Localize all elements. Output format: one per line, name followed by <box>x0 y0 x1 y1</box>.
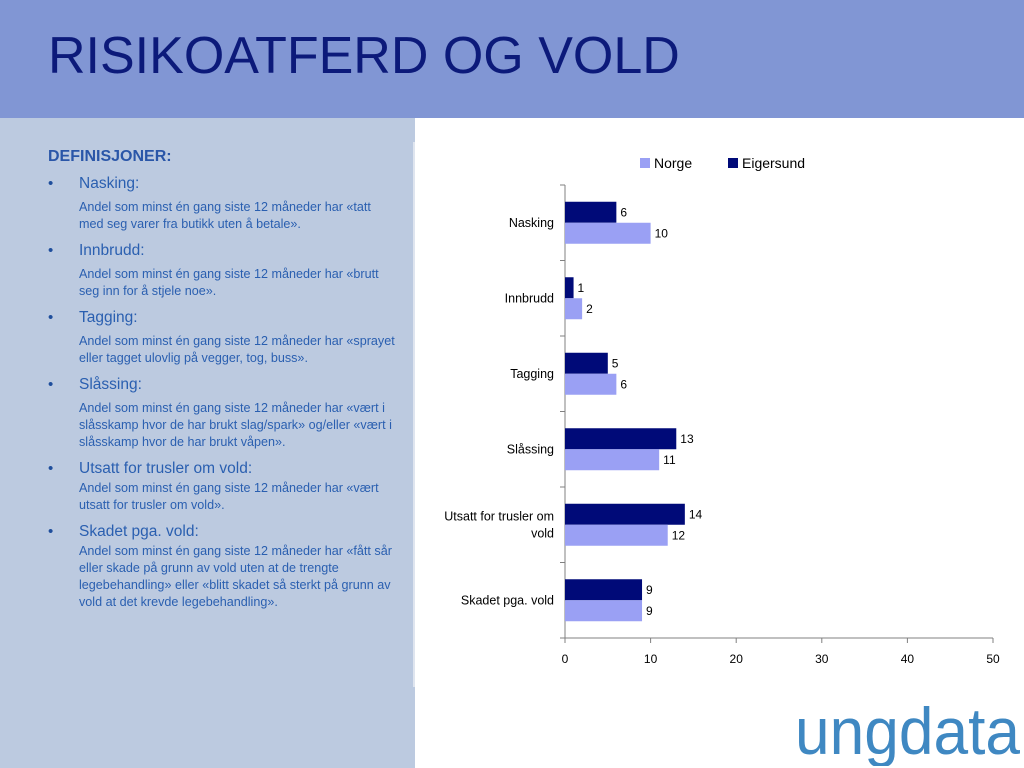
bar-eigersund <box>565 579 643 601</box>
legend-label: Eigersund <box>742 155 805 171</box>
definition-description: Andel som minst én gang siste 12 måneder… <box>79 267 379 298</box>
y-category-label: vold <box>531 526 554 540</box>
y-category-label: Slåssing <box>507 442 554 456</box>
y-category-label: Innbrudd <box>505 291 554 305</box>
bar-norge <box>565 222 651 244</box>
data-label: 9 <box>646 604 653 618</box>
bar-eigersund <box>565 428 677 450</box>
x-tick-label: 50 <box>986 652 1000 666</box>
definition-item: • Innbrudd: Andel som minst én gang sist… <box>48 242 398 300</box>
bar-norge <box>565 524 668 546</box>
data-label: 2 <box>586 302 593 316</box>
data-label: 1 <box>578 281 585 295</box>
y-category-label: Nasking <box>509 216 554 230</box>
definition-term: Slåssing: <box>79 376 142 393</box>
bar-eigersund <box>565 277 574 299</box>
definition-description: Andel som minst én gang siste 12 måneder… <box>79 200 371 231</box>
y-category-label: Skadet pga. vold <box>461 593 554 607</box>
definitions-panel <box>0 118 415 768</box>
bar-norge <box>565 600 643 622</box>
bar-eigersund <box>565 201 617 223</box>
y-category-label: Tagging <box>510 367 554 381</box>
bar-norge <box>565 373 617 395</box>
definition-item: • Slåssing: Andel som minst én gang sist… <box>48 376 398 451</box>
data-label: 6 <box>620 205 627 219</box>
definition-term: Skadet pga. vold: <box>79 523 199 540</box>
legend-swatch <box>728 158 738 168</box>
data-label: 9 <box>646 583 653 597</box>
legend-swatch <box>640 158 650 168</box>
data-label: 11 <box>663 453 676 467</box>
bullet-icon: • <box>48 376 54 393</box>
bar-eigersund <box>565 352 608 374</box>
page-title: RISIKOATFERD OG VOLD <box>48 27 680 85</box>
ungdata-logo: ungdata <box>795 694 1020 768</box>
panel-divider <box>413 142 415 687</box>
logo-graphic: ungdata <box>795 694 1020 768</box>
definition-description: Andel som minst én gang siste 12 måneder… <box>79 544 392 609</box>
bar-norge <box>565 449 660 471</box>
x-tick-label: 10 <box>644 652 658 666</box>
data-label: 10 <box>655 226 669 240</box>
definition-item: • Utsatt for trusler om vold: Andel som … <box>48 460 398 514</box>
definition-description: Andel som minst én gang siste 12 måneder… <box>79 334 395 365</box>
legend-label: Norge <box>654 155 692 171</box>
bullet-icon: • <box>48 175 54 192</box>
definition-item: • Skadet pga. vold: Andel som minst én g… <box>48 523 398 611</box>
x-tick-label: 0 <box>562 652 569 666</box>
definition-term: Innbrudd: <box>79 242 145 259</box>
definition-item: • Tagging: Andel som minst én gang siste… <box>48 309 398 367</box>
bullet-icon: • <box>48 242 54 259</box>
header-bar: RISIKOATFERD OG VOLD <box>0 0 1024 118</box>
bullet-icon: • <box>48 523 54 540</box>
definition-term: Utsatt for trusler om vold: <box>79 460 253 477</box>
definition-description: Andel som minst én gang siste 12 måneder… <box>79 481 379 512</box>
definition-term: Nasking: <box>79 175 140 192</box>
data-label: 5 <box>612 356 619 370</box>
definitions-heading: DEFINISJONER: <box>48 148 172 165</box>
definitions-list: DEFINISJONER: • Nasking: Andel som minst… <box>48 148 398 620</box>
x-tick-label: 40 <box>901 652 915 666</box>
chart-container: 0 10 20 30 40 50 6 10 Nasking 1 2 Innbrudd 5 6 Tagging… <box>415 118 1024 698</box>
data-label: 6 <box>620 377 627 391</box>
bullet-icon: • <box>48 460 54 477</box>
data-label: 13 <box>680 432 694 446</box>
data-label: 12 <box>672 528 686 542</box>
definition-term: Tagging: <box>79 309 138 326</box>
definition-item: • Nasking: Andel som minst én gang siste… <box>48 175 398 233</box>
x-tick-label: 20 <box>730 652 744 666</box>
bar-norge <box>565 298 583 320</box>
x-tick-label: 30 <box>815 652 829 666</box>
definition-description: Andel som minst én gang siste 12 måneder… <box>79 401 392 449</box>
bar-chart: 0 10 20 30 40 50610Nasking12Innbrudd56Tagging… <box>444 155 1000 666</box>
data-label: 14 <box>689 507 703 521</box>
y-category-label: Utsatt for trusler om <box>444 509 554 523</box>
logo-text: ungdata <box>795 700 1020 766</box>
bar-eigersund <box>565 503 685 525</box>
bullet-icon: • <box>48 309 54 326</box>
